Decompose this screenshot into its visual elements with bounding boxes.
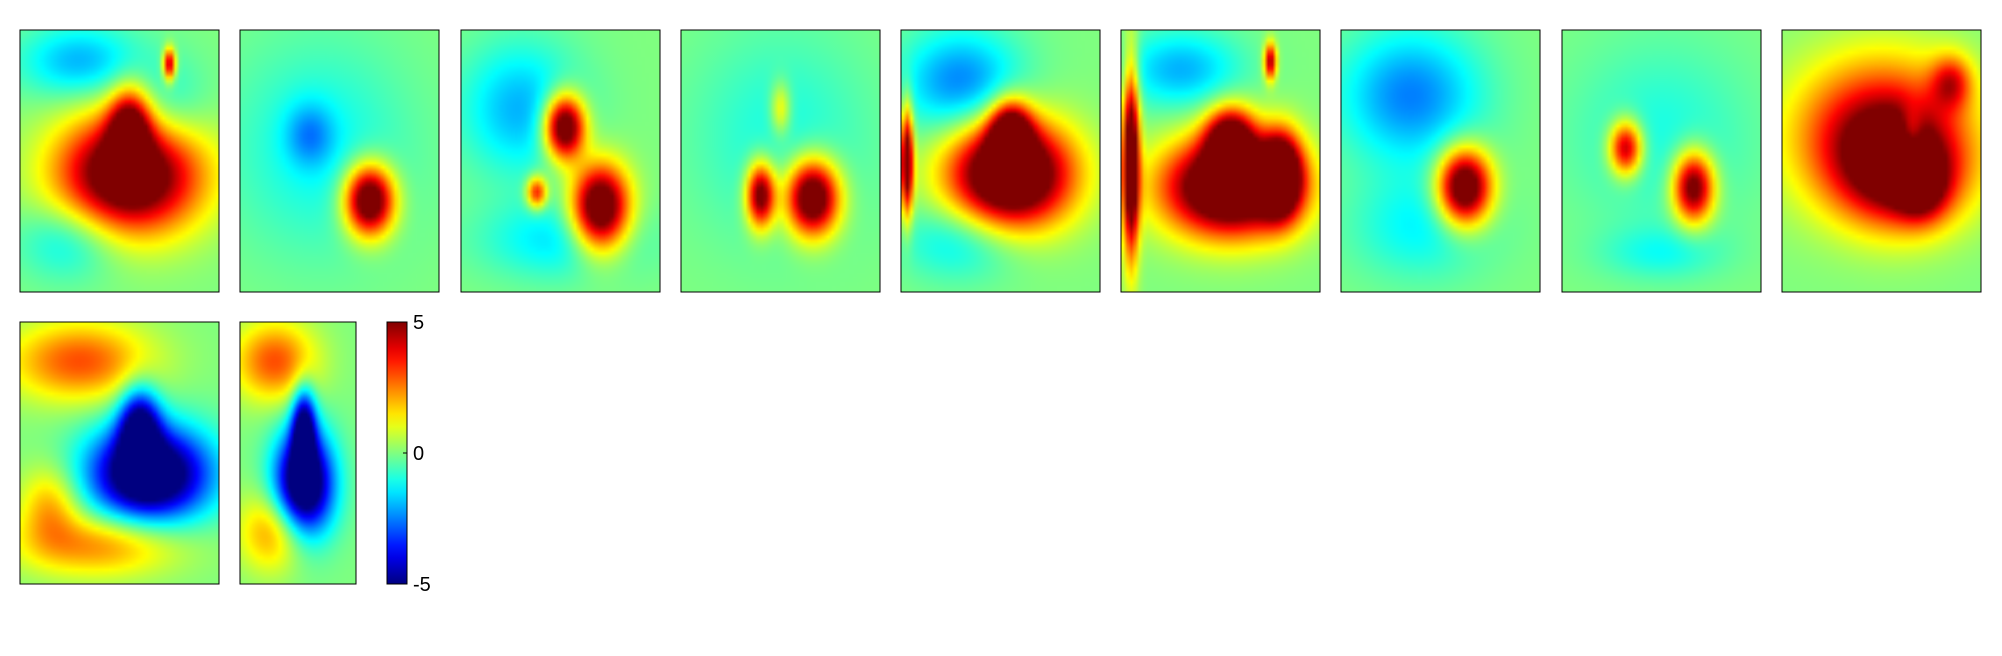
panel-frame-6 [1120,29,1321,293]
heatmap-image-7 [1341,30,1540,292]
heatmap-image-4 [681,30,880,292]
colorbar-tick-label: 5 [413,312,424,334]
heatmap-image-8 [1562,30,1761,292]
heatmap-panel-11 [239,321,357,585]
panel-frame-8 [1561,29,1762,293]
heatmap-image-9 [1782,30,1981,292]
heatmap-panel-7 [1340,29,1541,293]
heatmap-image-3 [461,30,660,292]
heatmap-image-10 [20,322,219,584]
panel-frame-1 [19,29,220,293]
heatmap-panel-4 [680,29,881,293]
panel-frame-10 [19,321,220,585]
colorbar: 5 0 -5 [386,312,431,596]
heatmap-panel-3 [460,29,661,293]
heatmap-panel-2 [239,29,440,293]
heatmap-image-1 [20,30,219,292]
panel-frame-3 [460,29,661,293]
panel-frame-9 [1781,29,1982,293]
panel-frame-7 [1340,29,1541,293]
colorbar-tick-label: -5 [413,574,431,596]
heatmap-panel-8 [1561,29,1762,293]
heatmap-image-5 [901,30,1100,292]
heatmap-panels [19,29,1982,585]
panel-frame-2 [239,29,440,293]
heatmap-image-11 [240,322,356,584]
heatmap-image-2 [240,30,439,292]
colorbar-ticks: 5 0 -5 [403,312,431,596]
heatmap-panel-5 [900,29,1101,293]
heatmap-panel-6 [1120,29,1321,293]
panel-frame-5 [900,29,1101,293]
panel-frame-4 [680,29,881,293]
heatmap-panel-1 [19,29,220,293]
heatmap-panel-9 [1781,29,1982,293]
heatmap-image-6 [1121,30,1320,292]
colorbar-tick-label: 0 [413,443,424,465]
panel-frame-11 [239,321,357,585]
heatmap-panel-10 [19,321,220,585]
